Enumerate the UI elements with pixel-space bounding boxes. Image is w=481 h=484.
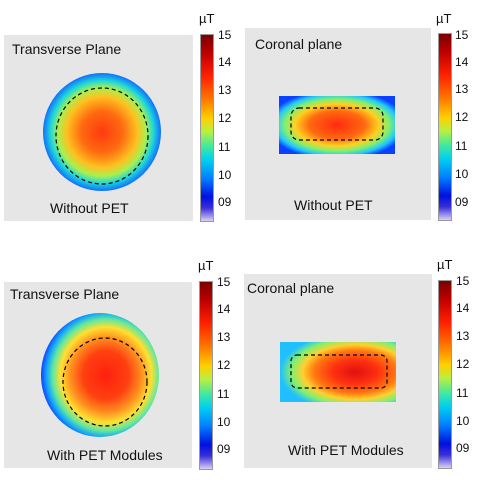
colorbar <box>438 280 452 469</box>
colorbar-tick: 11 <box>217 387 230 401</box>
colorbar-tick: 15 <box>217 275 231 289</box>
colorbar-tick: 10 <box>455 167 469 181</box>
panel-title: Transverse Plane <box>12 41 122 57</box>
colorbar-tick: 09 <box>218 195 232 209</box>
colorbar-tick: 13 <box>455 82 469 96</box>
panel-transverse-with-pet: Transverse Plane With PET Modules <box>4 282 192 468</box>
colorbar-tick: 14 <box>218 55 232 69</box>
colorbar-tick: 09 <box>455 195 469 209</box>
colorbar-tick: 14 <box>455 55 469 69</box>
panel-subtitle: With PET Modules <box>288 442 404 458</box>
coronal-field-map <box>279 96 395 154</box>
colorbar-tick: 12 <box>455 110 469 124</box>
colorbar <box>199 281 213 470</box>
colorbar-tick: 09 <box>456 441 470 455</box>
colorbar-tick: 11 <box>455 139 468 153</box>
colorbar <box>438 33 452 221</box>
colorbar-unit: µT <box>436 11 452 26</box>
colorbar-tick: 10 <box>456 414 470 428</box>
colorbar-tick: 09 <box>217 442 231 456</box>
panel-coronal-with-pet: Coronal plane With PET Modules <box>244 274 432 468</box>
colorbar-tick: 13 <box>218 83 232 97</box>
panel-subtitle: Without PET <box>294 197 373 213</box>
coronal-field-map <box>280 342 396 402</box>
colorbar-tick: 15 <box>218 28 232 42</box>
panel-title: Coronal plane <box>247 280 335 296</box>
transverse-field-map <box>41 313 159 437</box>
colorbar-tick: 12 <box>218 111 232 125</box>
transverse-field-map <box>43 73 161 191</box>
colorbar-tick: 13 <box>217 330 231 344</box>
colorbar-tick: 11 <box>218 140 231 154</box>
colorbar-tick: 10 <box>218 168 232 182</box>
colorbar <box>200 34 214 222</box>
colorbar-tick: 12 <box>217 358 231 372</box>
panel-coronal-without-pet: Coronal plane Without PET <box>245 28 431 220</box>
colorbar-unit: µT <box>198 258 214 273</box>
colorbar-tick: 15 <box>456 274 470 288</box>
panel-transverse-without-pet: Transverse Plane Without PET <box>4 35 193 221</box>
panel-title: Coronal plane <box>255 36 343 52</box>
panel-title: Transverse Plane <box>10 286 120 302</box>
colorbar-tick: 11 <box>456 386 469 400</box>
colorbar-tick: 12 <box>456 357 470 371</box>
panel-subtitle: Without PET <box>50 200 129 216</box>
panel-subtitle: With PET Modules <box>47 447 163 463</box>
colorbar-tick: 10 <box>217 415 231 429</box>
colorbar-tick: 13 <box>456 329 470 343</box>
colorbar-tick: 15 <box>455 28 469 42</box>
colorbar-unit: µT <box>199 11 215 26</box>
colorbar-tick: 14 <box>456 301 470 315</box>
colorbar-tick: 14 <box>217 302 231 316</box>
colorbar-unit: µT <box>437 257 453 272</box>
